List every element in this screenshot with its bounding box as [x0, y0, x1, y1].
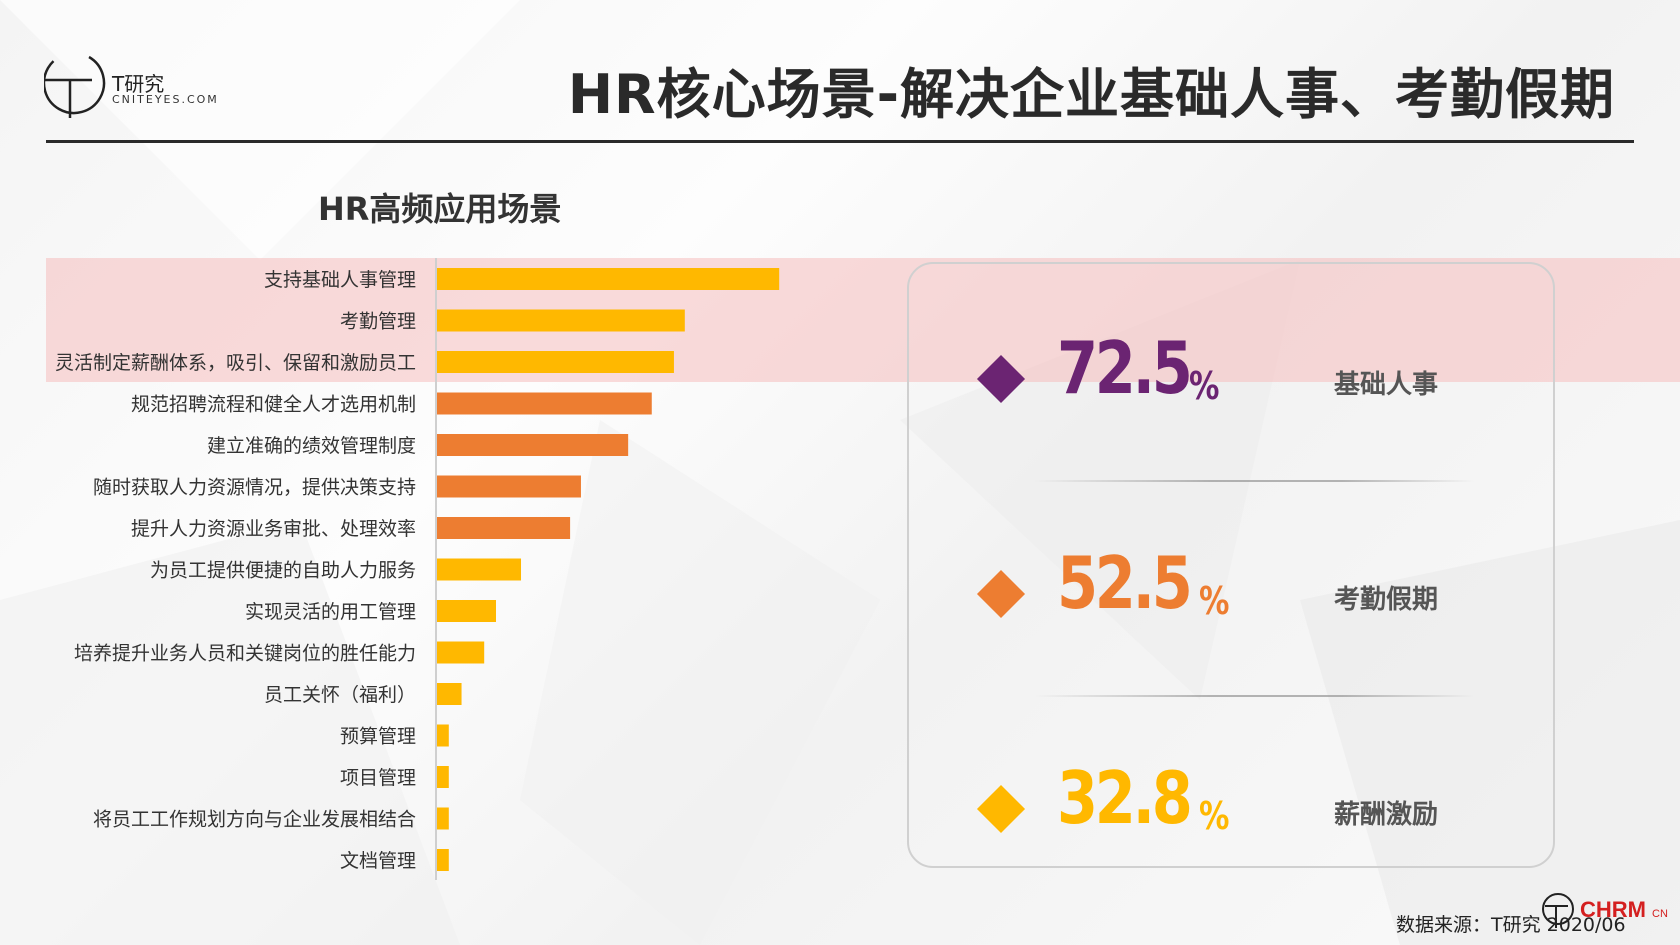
stat-value: 72.5: [1057, 326, 1193, 410]
category-label: 考勤管理: [340, 311, 416, 333]
category-label: 培养提升业务人员和关键岗位的胜任能力: [74, 643, 416, 665]
stat-divider: [1034, 695, 1474, 697]
stat-unit: %: [1199, 579, 1230, 623]
category-label: 项目管理: [340, 767, 416, 789]
category-label: 规范招聘流程和健全人才选用机制: [131, 394, 416, 416]
bar: [437, 309, 685, 332]
stat-card: 72.5 % 基础人事 52.5 % 考勤假期 32.8 % 薪酬激励: [907, 262, 1555, 868]
bar: [437, 351, 674, 373]
bar: [437, 683, 462, 705]
stat-label: 考勤假期: [1334, 585, 1439, 615]
category-label: 提升人力资源业务审批、处理效率: [131, 518, 416, 540]
category-label: 随时获取人力资源情况，提供决策支持: [93, 477, 416, 499]
watermark-suffix: CN: [1652, 908, 1668, 920]
top-three-highlight: [46, 258, 1680, 382]
category-label: 文档管理: [340, 850, 416, 872]
bar: [437, 724, 449, 747]
category-label: 实现灵活的用工管理: [245, 601, 416, 623]
logo-domain: CNITEYES.COM: [112, 93, 219, 106]
category-label: 预算管理: [340, 726, 416, 748]
diamond-icon: [976, 569, 1026, 619]
category-label: 为员工提供便捷的自助人力服务: [150, 560, 416, 582]
stat-label: 基础人事: [1334, 370, 1439, 400]
watermark-brand: CHRM: [1580, 897, 1646, 922]
bar: [437, 434, 629, 456]
chrm-watermark: CHRM CN: [1542, 893, 1668, 928]
title-divider: [46, 140, 1634, 143]
bar: [437, 807, 449, 830]
logo-name: T研究: [112, 72, 165, 96]
bar: [437, 517, 571, 539]
bar: [437, 475, 581, 498]
bar: [437, 558, 522, 581]
category-label: 支持基础人事管理: [264, 269, 416, 291]
stat-divider: [1034, 480, 1474, 482]
stat-row-basic-hr: 72.5 % 基础人事: [909, 304, 1557, 504]
category-label: 员工关怀（福利）: [264, 684, 416, 706]
stat-label: 薪酬激励: [1334, 800, 1439, 830]
diamond-icon: [976, 784, 1026, 834]
bar: [437, 392, 652, 415]
stat-value: 32.8: [1057, 756, 1193, 840]
stat-row-attendance: 52.5 % 考勤假期: [909, 519, 1557, 719]
t-research-logo: [44, 51, 106, 118]
stat-row-compensation: 32.8 % 薪酬激励: [909, 734, 1557, 934]
category-label: 将员工工作规划方向与企业发展相结合: [93, 809, 416, 831]
stat-unit: %: [1189, 364, 1220, 408]
bar: [437, 641, 485, 664]
stat-value: 52.5: [1057, 541, 1193, 625]
category-label: 灵活制定薪酬体系，吸引、保留和激励员工: [55, 352, 416, 374]
bar: [437, 268, 780, 290]
diamond-icon: [976, 354, 1026, 404]
bar: [437, 766, 449, 788]
bar: [437, 849, 449, 871]
category-label: 建立准确的绩效管理制度: [207, 435, 416, 457]
page-title: HR核心场景-解决企业基础人事、考勤假期: [567, 63, 1615, 126]
chart-title: HR高频应用场景: [318, 190, 562, 228]
bar: [437, 600, 496, 622]
stat-unit: %: [1199, 794, 1230, 838]
